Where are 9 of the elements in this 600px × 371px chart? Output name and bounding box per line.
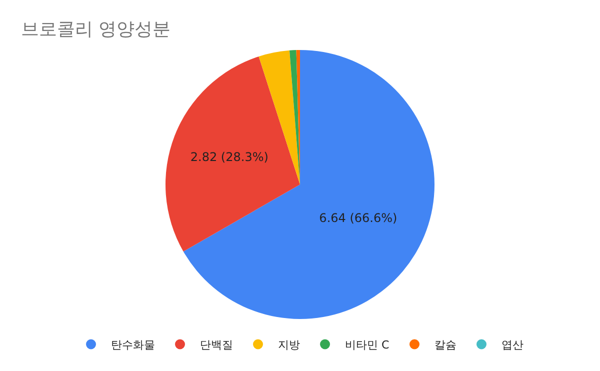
legend-label: 단백질 xyxy=(200,338,233,352)
legend-label: 칼슘 xyxy=(434,338,456,352)
chart-title: 브로콜리 영양성분 xyxy=(21,18,171,40)
legend-label: 엽산 xyxy=(501,338,524,352)
data-label: 2.82 (28.3%) xyxy=(190,150,268,164)
legend-label: 지방 xyxy=(278,338,300,352)
legend-label: 비타민 C xyxy=(345,338,390,352)
data-label: 6.64 (66.6%) xyxy=(319,211,398,226)
legend-label: 탄수화물 xyxy=(111,338,155,352)
